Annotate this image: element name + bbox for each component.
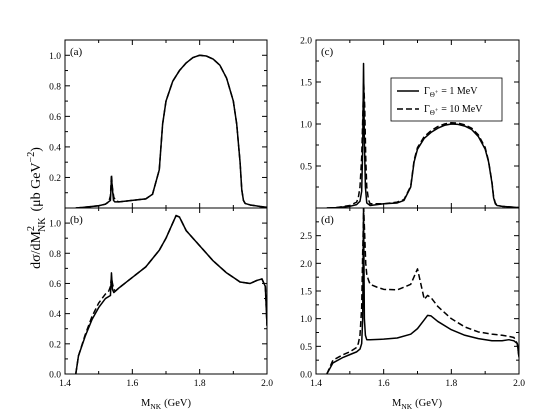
axes-frame — [315, 207, 520, 375]
x-tick-label: 1.4 — [59, 379, 71, 389]
panel-c: 0.5 1.0 1.5 2.0 (c) — [300, 37, 520, 209]
series-dashed-line — [75, 214, 267, 374]
axes-frame — [315, 39, 520, 209]
y-tick-label: 0.5 — [300, 343, 312, 353]
y-tick-label: 2.5 — [300, 232, 312, 242]
series-dashed-line — [326, 81, 519, 208]
x-axis-title-right-main: M — [392, 398, 402, 409]
y-axis-title-units: (μb GeV — [29, 162, 44, 211]
series-dashed-line — [326, 208, 519, 374]
x-tick-label: 1.8 — [194, 379, 206, 389]
x-tick-label: 1.4 — [310, 379, 322, 389]
legend-box — [390, 77, 503, 122]
y-tick-label: 2.0 — [300, 37, 312, 47]
y-axis-title-units-sup: −2 — [26, 152, 37, 163]
legend-entry-1-gamma: Γ — [424, 86, 430, 97]
y-tick-label: 1.0 — [49, 52, 61, 62]
axes-frame — [64, 207, 268, 375]
panel-label-a: (a) — [70, 46, 83, 58]
panels: 0.20.40.60.81.0 (a)1.4 1.6 1.8 2.00.00.20.40… — [49, 37, 525, 390]
y-tick-label: 0.8 — [49, 82, 61, 92]
y-tick-label: 1.5 — [300, 288, 312, 298]
legend-entry-1-theta: Θ — [430, 91, 435, 99]
y-axis-title: dσ/dM2NK (μb GeV−2) — [26, 147, 48, 269]
x-axis-title-left-units: (GeV) — [164, 398, 191, 409]
panel-label-c: (c) — [321, 46, 334, 58]
x-tick-label: 1.6 — [126, 379, 138, 389]
x-tick-label: 2.0 — [513, 379, 525, 389]
panel-b: 1.4 1.6 1.8 2.0 0.0 0.2 0.4 0.6 0.8 1.0 (b) — [49, 207, 273, 389]
panel-d: 1.4 1.6 1.8 2.0 0.0 0.5 1.0 1.5 2.0 2.5 (d) — [300, 207, 525, 389]
legend-entry-1-plus: + — [435, 90, 439, 96]
legend-entry-2-value: = 10 MeV — [441, 104, 483, 115]
series-solid-line — [75, 54, 267, 208]
y-tick-label: 0.6 — [49, 113, 61, 123]
panel-a: 0.2 0.4 0.6 0.8 1.0 (a) — [49, 39, 268, 209]
y-tick-label: 0.8 — [49, 250, 61, 260]
legend-entry-2-plus: + — [435, 108, 439, 114]
x-tick-label: 1.6 — [378, 379, 390, 389]
y-tick-label: 0.2 — [49, 174, 61, 184]
legend-entry-1: ΓΘ+ = 1 MeV — [424, 86, 478, 99]
y-tick-label: 0.6 — [49, 280, 61, 290]
y-axis-title-main: dσ/dM — [29, 230, 44, 268]
y-tick-label: 0.4 — [49, 310, 61, 320]
y-tick-label: 1.0 — [300, 315, 312, 325]
y-tick-label: 0.0 — [49, 371, 61, 381]
legend: ΓΘ+ = 1 MeV ΓΘ+ = 10 MeV — [390, 77, 503, 122]
x-axis-title-right-sub: NK — [401, 402, 412, 411]
y-tick-label: 2.0 — [300, 260, 312, 270]
y-tick-label: 1.5 — [300, 79, 312, 89]
y-tick-label: 0.2 — [49, 340, 61, 350]
y-tick-label: 1.0 — [300, 121, 312, 131]
panel-label-b: (b) — [70, 214, 83, 226]
x-axis-title-right-units: (GeV) — [415, 398, 442, 409]
y-tick-label: 0.5 — [300, 163, 312, 173]
x-axis-title-left-sub: NK — [150, 402, 161, 411]
x-tick-label: 2.0 — [261, 379, 273, 389]
series-solid-line — [326, 208, 519, 374]
y-tick-label: 0.4 — [49, 143, 61, 153]
x-axis-title-right: MNK (GeV) — [392, 398, 443, 411]
legend-entry-1-value: = 1 MeV — [441, 86, 478, 97]
series-dashed-line — [75, 54, 267, 208]
x-axis-title-left-main: M — [141, 398, 151, 409]
legend-entry-2-gamma: Γ — [424, 104, 430, 115]
y-axis-title-sub: NK — [37, 217, 48, 232]
x-axis-title-left: MNK (GeV) — [141, 398, 192, 411]
legend-entry-2: ΓΘ+ = 10 MeV — [424, 104, 483, 117]
legend-entry-2-theta: Θ — [430, 109, 435, 117]
y-axis-title-sup: 2 — [26, 226, 37, 231]
x-tick-label: 1.8 — [445, 379, 457, 389]
y-tick-label: 1.0 — [49, 220, 61, 230]
y-tick-label: 0.0 — [300, 371, 312, 381]
y-axis-title-close: ) — [29, 147, 44, 152]
panel-label-d: (d) — [321, 214, 334, 226]
